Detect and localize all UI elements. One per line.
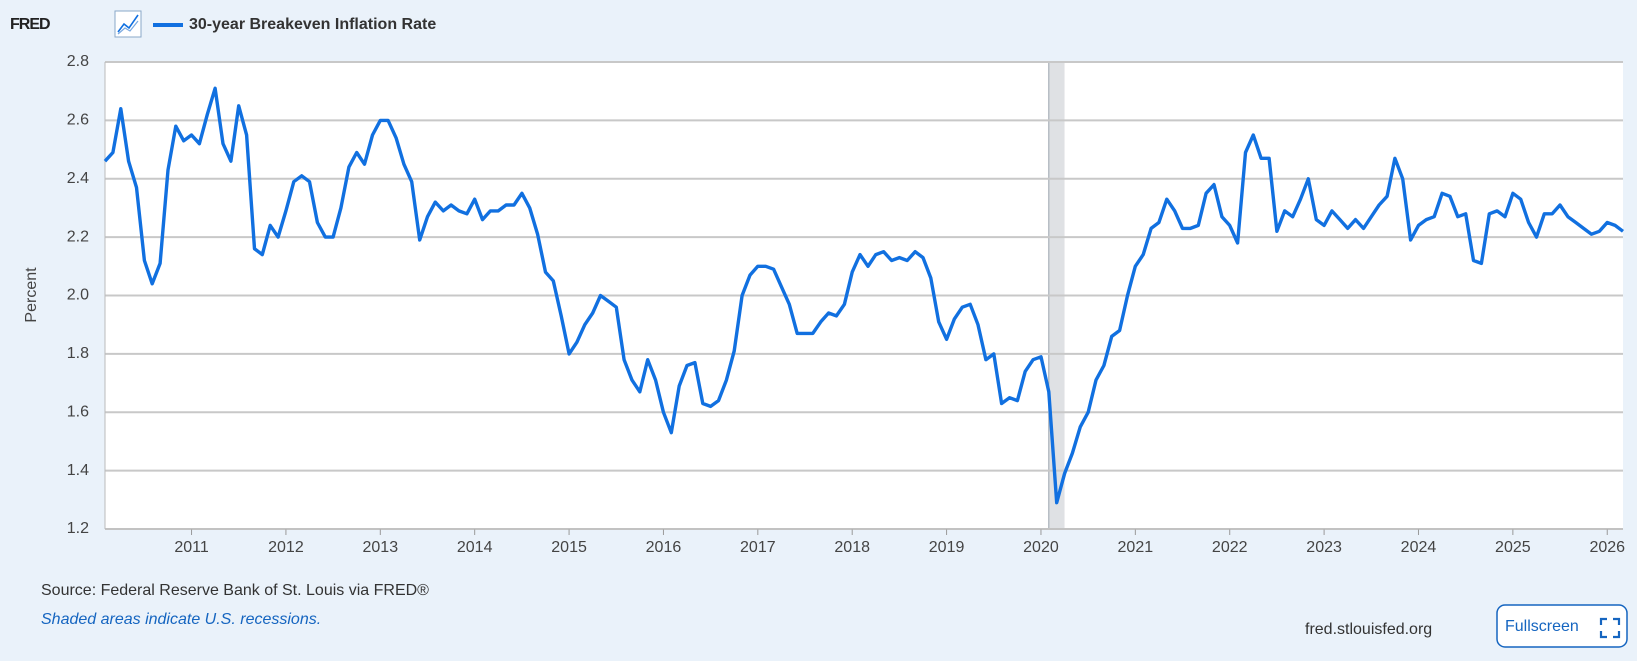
y-tick-label: 2.0 <box>67 287 89 304</box>
x-tick-label: 2017 <box>740 539 776 556</box>
x-tick-label: 2022 <box>1212 539 1248 556</box>
y-tick-label: 2.4 <box>67 170 89 187</box>
x-tick-label: 2016 <box>646 539 682 556</box>
x-tick-label: 2015 <box>551 539 587 556</box>
x-tick-label: 2014 <box>457 539 493 556</box>
x-tick-label: 2026 <box>1589 539 1625 556</box>
x-tick-label: 2021 <box>1118 539 1154 556</box>
y-tick-label: 2.8 <box>67 53 89 70</box>
legend-label: 30-year Breakeven Inflation Rate <box>189 16 436 33</box>
y-tick-label: 2.2 <box>67 228 89 245</box>
x-tick-label: 2011 <box>174 539 209 556</box>
button-label[interactable]: Fullscreen <box>1505 618 1579 635</box>
fullscreen-button[interactable]: Fullscreen <box>1496 604 1628 648</box>
site-url[interactable]: fred.stlouisfed.org <box>1305 621 1432 638</box>
x-tick-label: 2013 <box>363 539 399 556</box>
y-axis-label: Percent <box>23 267 40 323</box>
x-tick-label: 2023 <box>1306 539 1342 556</box>
y-tick-label: 1.4 <box>67 462 89 479</box>
recession-note: Shaded areas indicate U.S. recessions. <box>41 611 321 628</box>
button-frame[interactable] <box>1496 604 1628 648</box>
y-tick-label: 1.2 <box>67 520 89 537</box>
x-tick-label: 2018 <box>834 539 870 556</box>
x-tick-label: 2024 <box>1401 539 1437 556</box>
graph-icon <box>114 10 142 38</box>
y-tick-label: 2.6 <box>67 112 89 129</box>
series-line <box>103 86 1625 505</box>
x-tick-label: 2025 <box>1495 539 1531 556</box>
fullscreen-icon[interactable] <box>1599 617 1621 639</box>
x-tick-label: 2012 <box>268 539 304 556</box>
y-tick-label: 1.8 <box>67 345 89 362</box>
x-tick-label: 2020 <box>1023 539 1059 556</box>
y-tick-label: 1.6 <box>67 403 89 420</box>
source: Source: Federal Reserve Bank of St. Loui… <box>41 582 429 599</box>
x-tick-label: 2019 <box>929 539 965 556</box>
fred-logo[interactable]: FRED <box>10 16 51 33</box>
